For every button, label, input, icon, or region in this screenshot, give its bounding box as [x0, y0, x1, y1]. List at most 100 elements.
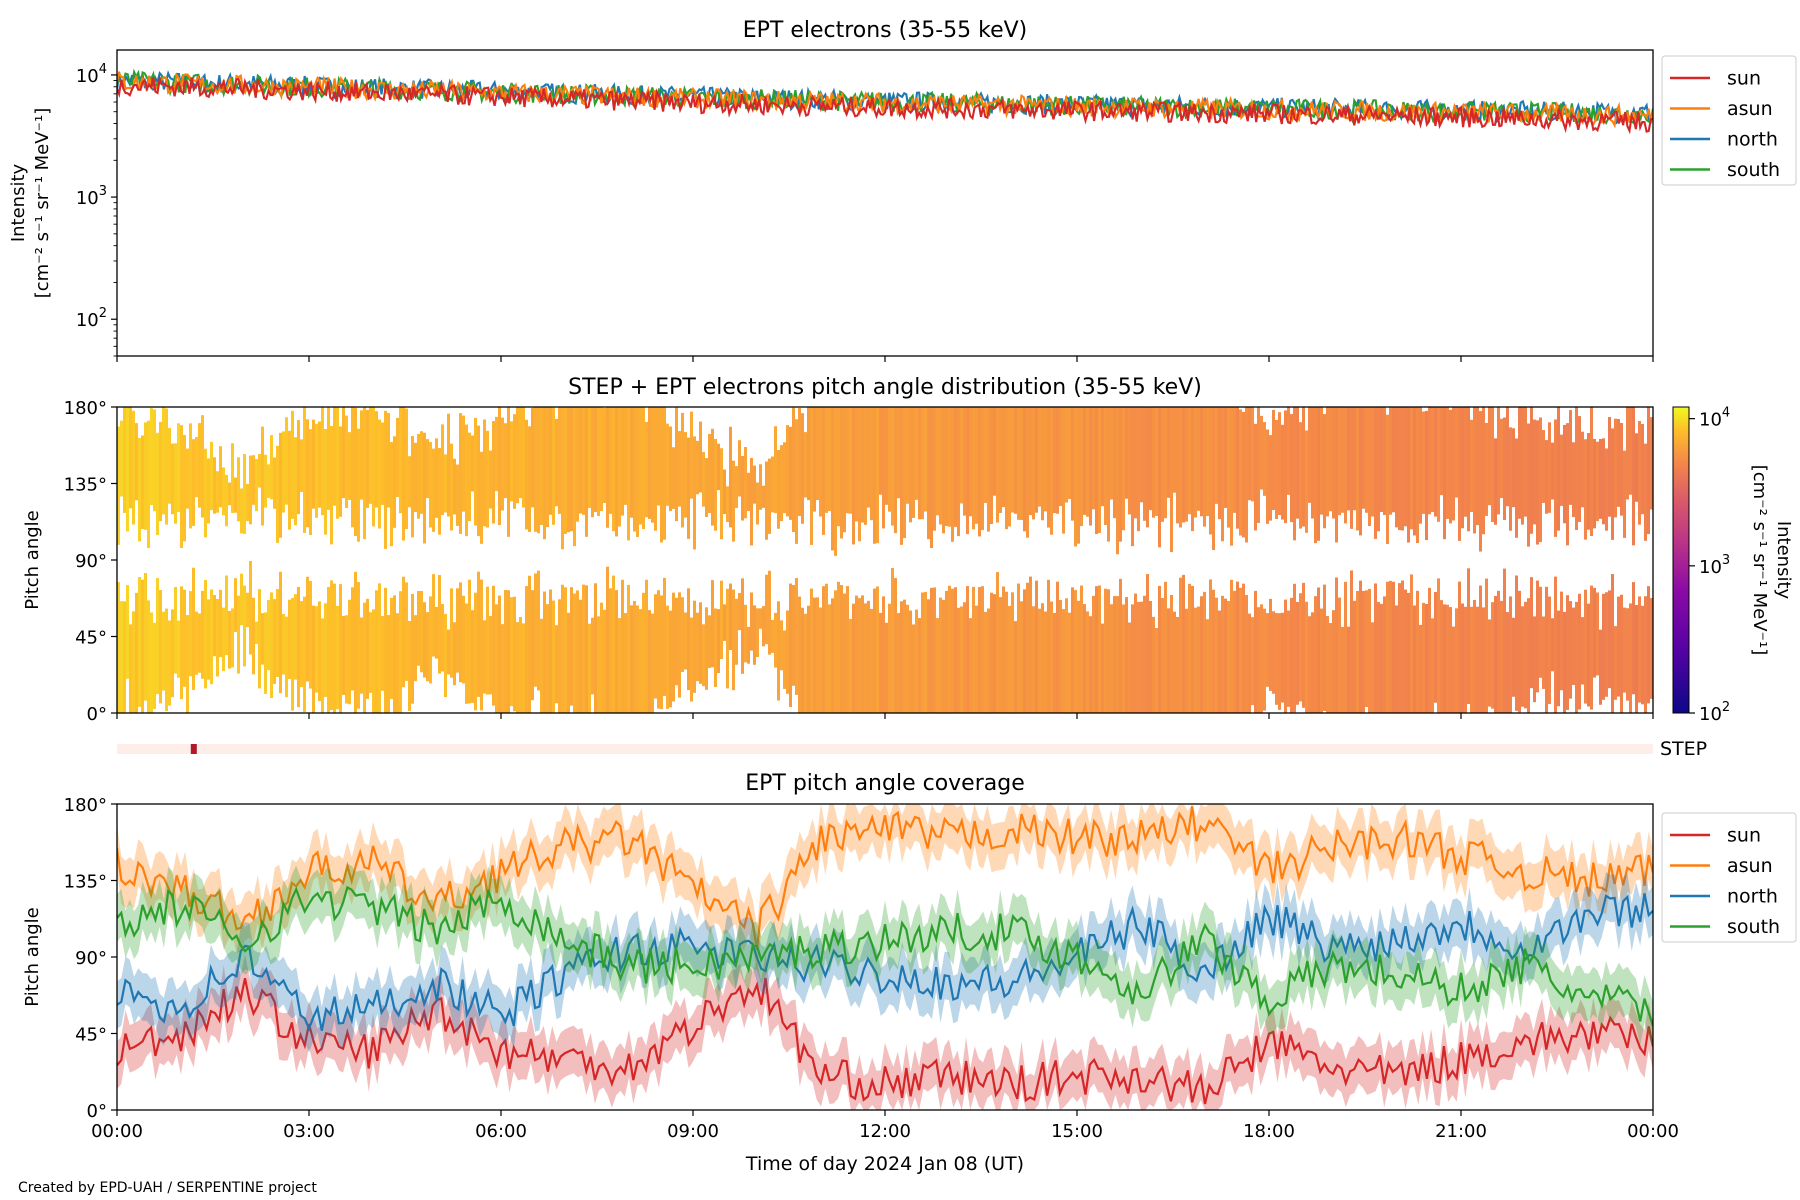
heatmap-cell	[1293, 407, 1296, 541]
heatmap-cell	[627, 407, 630, 541]
heatmap-cell	[444, 454, 447, 513]
heatmap-cell	[846, 407, 849, 514]
heatmap-cell	[168, 620, 171, 706]
heatmap-cell	[984, 407, 987, 503]
heatmap-cell	[204, 448, 207, 538]
heatmap-cell	[924, 407, 927, 512]
heatmap-cell	[627, 584, 630, 713]
heatmap-cell	[816, 407, 819, 501]
heatmap-cell	[576, 590, 579, 713]
heatmap-cell	[1368, 588, 1371, 713]
heatmap-cell	[279, 432, 282, 538]
heatmap-cell	[1080, 585, 1083, 713]
heatmap-cell	[861, 407, 864, 523]
heatmap-cell	[747, 626, 750, 664]
heatmap-cell	[1227, 600, 1230, 713]
heatmap-cell	[987, 608, 990, 713]
heatmap-cell	[723, 604, 726, 641]
heatmap-cell	[885, 622, 888, 713]
heatmap-cell	[1497, 590, 1500, 713]
heatmap-cell	[1311, 612, 1314, 713]
heatmap-cell	[1287, 610, 1290, 707]
heatmap-cell	[294, 437, 297, 526]
heatmap-cell	[1410, 407, 1413, 530]
heatmap-cell	[384, 410, 387, 549]
heatmap-cell	[1305, 601, 1308, 713]
x-tick-label: 00:00	[1627, 1121, 1679, 1142]
heatmap-cell	[972, 586, 975, 713]
heatmap-cell	[1422, 602, 1425, 713]
heatmap-cell	[1521, 606, 1524, 707]
heatmap-cell	[1290, 414, 1293, 523]
heatmap-cell	[1284, 410, 1287, 524]
heatmap-cell	[714, 438, 717, 531]
heatmap-cell	[792, 407, 795, 533]
heatmap-cell	[717, 443, 720, 491]
x-axis-label: Time of day 2024 Jan 08 (UT)	[745, 1153, 1024, 1175]
heatmap-cell	[642, 592, 645, 713]
heatmap-cell	[741, 456, 744, 521]
heatmap-cell	[1632, 407, 1635, 546]
heatmap-cell	[471, 610, 474, 703]
heatmap-cell	[1650, 417, 1653, 510]
heatmap-cell	[825, 407, 828, 513]
heatmap-cell	[369, 612, 372, 693]
heatmap-cell	[1245, 595, 1248, 713]
heatmap-cell	[858, 598, 861, 713]
heatmap-cell	[1035, 407, 1038, 513]
heatmap-cell	[1185, 608, 1188, 713]
heatmap-cell	[1566, 595, 1569, 710]
heatmap-cell	[468, 432, 471, 522]
heatmap-cell	[1248, 407, 1251, 501]
heatmap-cell	[1251, 407, 1254, 502]
heatmap-cell	[531, 407, 534, 508]
heatmap-cell	[1641, 423, 1644, 515]
heatmap-cell	[1167, 407, 1170, 498]
heatmap-cell	[1614, 626, 1617, 700]
heatmap-cell	[429, 596, 432, 684]
heatmap-cell	[1182, 574, 1185, 713]
heatmap-cell	[357, 582, 360, 709]
heatmap-cell	[537, 407, 540, 534]
heatmap-cell	[1134, 593, 1137, 713]
heatmap-cell	[597, 616, 600, 713]
heatmap-cell	[1263, 422, 1266, 496]
heatmap-cell	[513, 596, 516, 712]
heatmap-cell	[1146, 574, 1149, 713]
heatmap-cell	[177, 423, 180, 513]
heatmap-cell	[1503, 568, 1506, 713]
heatmap-cell	[240, 488, 243, 534]
heatmap-cell	[1323, 414, 1326, 529]
panel3-x-axis: 00:00 03:00 06:00 09:00 12:00 15:00 18:00 21:00…	[91, 1110, 1679, 1142]
heatmap-cell	[1215, 407, 1218, 504]
heatmap-cell	[552, 407, 555, 525]
heatmap-cell	[1560, 434, 1563, 506]
heatmap-cell	[981, 407, 984, 531]
heatmap-cell	[360, 410, 363, 500]
heatmap-cell	[606, 407, 609, 528]
heatmap-cell	[243, 454, 246, 534]
panel1-title: EPT electrons (35-55 keV)	[743, 18, 1028, 43]
heatmap-cell	[1242, 583, 1245, 713]
heatmap-cell	[285, 417, 288, 505]
heatmap-cell	[1317, 587, 1320, 713]
heatmap-cell	[1101, 407, 1104, 507]
heatmap-cell	[450, 443, 453, 531]
heatmap-cell	[1614, 418, 1617, 518]
heatmap-cell	[1392, 581, 1395, 713]
heatmap-cell	[438, 448, 441, 535]
heatmap-cell	[162, 611, 165, 691]
heatmap-cell	[678, 592, 681, 698]
heatmap-cell	[1461, 603, 1464, 713]
heatmap-cell	[1002, 407, 1005, 508]
heatmap-cell	[690, 617, 693, 702]
heatmap-cell	[1341, 626, 1344, 713]
heatmap-cell	[273, 457, 276, 509]
heatmap-cell	[615, 590, 618, 713]
heatmap-cell	[1050, 601, 1053, 713]
heatmap-cell	[966, 407, 969, 535]
heatmap-cell	[702, 452, 705, 507]
heatmap-cell	[1323, 584, 1326, 711]
heatmap-cell	[948, 585, 951, 713]
heatmap-cell	[531, 590, 534, 701]
